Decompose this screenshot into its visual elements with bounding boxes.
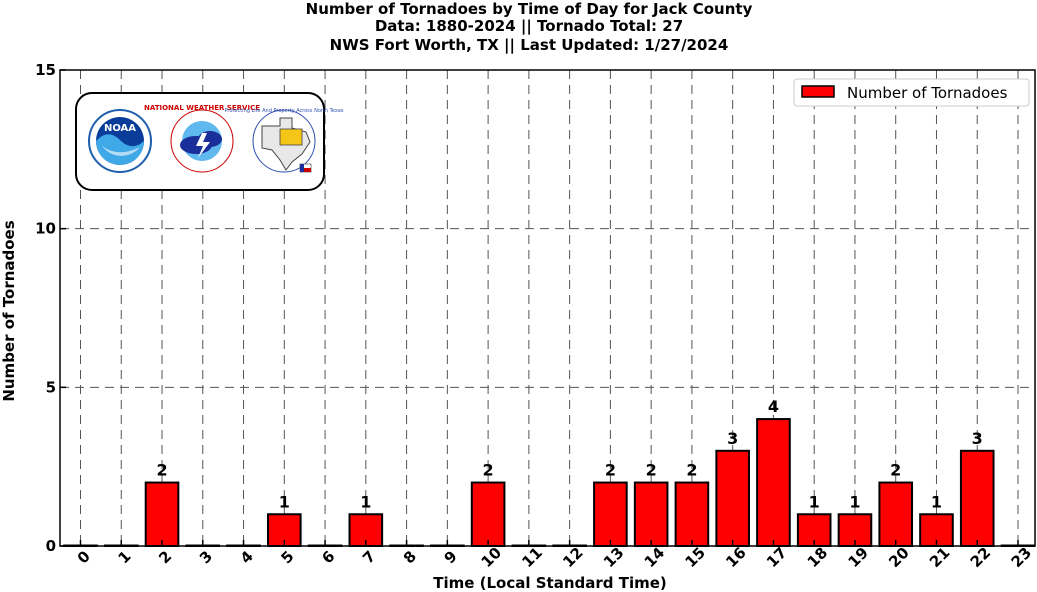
data-label-hour-14: 2 bbox=[646, 461, 657, 480]
x-tick-label: 13 bbox=[600, 544, 627, 571]
nws-fort-worth-logo-text: Protecting Life And Property Across Nort… bbox=[225, 108, 344, 114]
data-label-hour-16: 3 bbox=[727, 429, 738, 448]
nws-logo-icon: NATIONAL WEATHER SERVICE bbox=[144, 104, 260, 173]
x-tick-label: 23 bbox=[1008, 544, 1035, 571]
title-line-3: NWS Fort Worth, TX || Last Updated: 1/27… bbox=[330, 36, 729, 55]
data-label-hour-5: 1 bbox=[279, 492, 290, 511]
data-label-hour-2: 2 bbox=[156, 461, 167, 480]
bar-hour-14 bbox=[633, 481, 669, 547]
bar-hour-15 bbox=[674, 481, 710, 547]
data-label-hour-15: 2 bbox=[686, 461, 697, 480]
noaa-logo-text: NOAA bbox=[104, 123, 136, 134]
data-label-hour-19: 1 bbox=[849, 492, 860, 511]
plot-frame bbox=[59, 69, 1036, 547]
data-labels-group: 2 1 1 2 2 2 2 3 4 1 1 2 1 3 bbox=[156, 397, 982, 511]
bar-hour-20 bbox=[878, 481, 914, 547]
x-axis-label: Time (Local Standard Time) bbox=[433, 574, 667, 592]
y-tick-label: 5 bbox=[46, 378, 56, 396]
y-tick-label: 10 bbox=[35, 220, 56, 238]
bar-hour-13 bbox=[593, 481, 628, 547]
data-label-hour-17: 4 bbox=[768, 397, 779, 416]
data-label-hour-20: 2 bbox=[890, 461, 901, 480]
x-tick-label: 11 bbox=[518, 544, 545, 571]
noaa-logo-icon: NOAA bbox=[88, 109, 152, 173]
nws-logo-text: NATIONAL WEATHER SERVICE bbox=[144, 104, 260, 112]
legend-swatch bbox=[801, 85, 835, 98]
x-tick-label: 6 bbox=[318, 547, 338, 567]
x-tick-label: 20 bbox=[885, 544, 912, 571]
data-label-hour-22: 3 bbox=[972, 429, 983, 448]
bar-hour-17 bbox=[756, 418, 791, 548]
bar-hour-10 bbox=[470, 481, 506, 547]
x-tick-label: 7 bbox=[359, 547, 379, 567]
x-tick-label: 14 bbox=[641, 544, 668, 571]
data-label-hour-13: 2 bbox=[605, 461, 616, 480]
bar-hour-2 bbox=[144, 481, 180, 547]
x-tick-label: 10 bbox=[478, 544, 505, 571]
x-tick-label: 5 bbox=[278, 547, 298, 567]
legend-box bbox=[793, 78, 1030, 107]
logo-panel: NOAA NATIONAL WEATHER SERVICE Protecting… bbox=[75, 92, 344, 191]
bar-hour-22 bbox=[959, 449, 995, 547]
bars-group bbox=[63, 418, 1036, 548]
y-tick-label: 0 bbox=[46, 537, 56, 555]
x-tick-label: 19 bbox=[845, 544, 872, 571]
x-tick-label: 12 bbox=[559, 544, 586, 571]
data-label-hour-18: 1 bbox=[809, 492, 820, 511]
x-tick-label: 3 bbox=[196, 547, 216, 567]
x-tick-label: 18 bbox=[804, 544, 831, 571]
x-tick-label: 4 bbox=[237, 547, 257, 567]
x-tick-label: 16 bbox=[722, 544, 749, 571]
x-tick-label: 1 bbox=[114, 547, 134, 567]
x-tick-label: 21 bbox=[926, 544, 953, 571]
y-tick-label: 15 bbox=[35, 61, 56, 79]
nws-fort-worth-logo-icon: Protecting Life And Property Across Nort… bbox=[225, 108, 344, 173]
chart-title: Number of Tornadoes by Time of Day for J… bbox=[306, 0, 753, 55]
x-tick-label: 2 bbox=[155, 547, 175, 567]
bar-hour-7 bbox=[348, 513, 384, 547]
x-tick-label: 9 bbox=[441, 547, 461, 567]
x-tick-label: 17 bbox=[763, 544, 790, 571]
x-tick-label: 0 bbox=[74, 547, 94, 567]
x-tick-label: 8 bbox=[400, 547, 420, 567]
data-label-hour-21: 1 bbox=[931, 492, 942, 511]
y-axis-ticks: 0 5 10 15 bbox=[35, 61, 66, 555]
y-axis-label: Number of Tornadoes bbox=[0, 220, 18, 401]
bar-hour-16 bbox=[715, 449, 750, 547]
bar-hour-5 bbox=[267, 513, 302, 547]
title-line-2: Data: 1880-2024 || Tornado Total: 27 bbox=[375, 17, 683, 36]
data-label-hour-7: 1 bbox=[360, 492, 371, 511]
title-line-1: Number of Tornadoes by Time of Day for J… bbox=[306, 0, 753, 18]
x-tick-label: 15 bbox=[681, 544, 708, 571]
legend-entry-number-of-tornadoes: Number of Tornadoes bbox=[847, 84, 1008, 102]
data-label-hour-10: 2 bbox=[483, 461, 494, 480]
legend: Number of Tornadoes bbox=[793, 78, 1030, 107]
x-tick-label: 22 bbox=[967, 544, 994, 571]
